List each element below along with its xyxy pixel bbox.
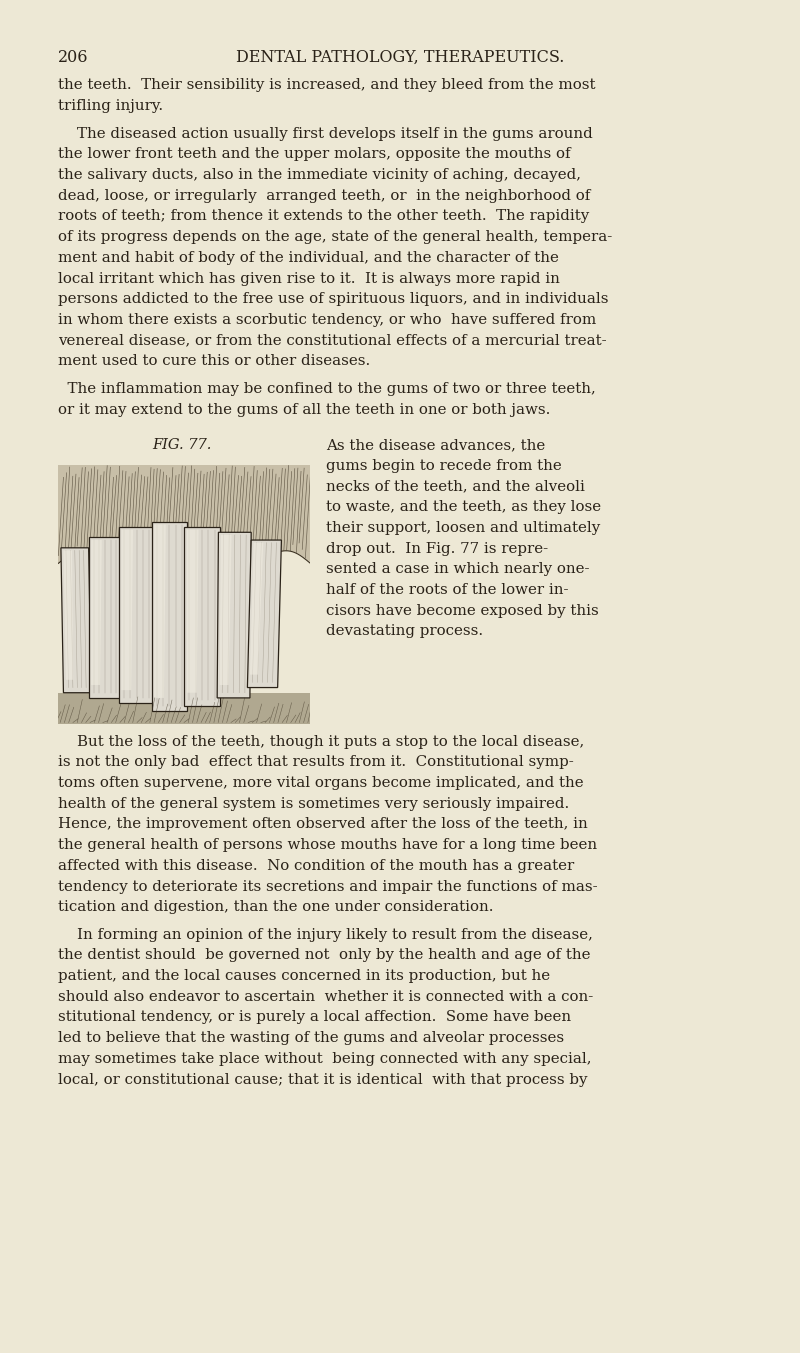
- Text: of its progress depends on the age, state of the general health, tempera-: of its progress depends on the age, stat…: [58, 230, 613, 244]
- Text: tendency to deteriorate its secretions and impair the functions of mas-: tendency to deteriorate its secretions a…: [58, 879, 598, 893]
- Polygon shape: [61, 548, 91, 693]
- Polygon shape: [220, 534, 231, 685]
- Text: the salivary ducts, also in the immediate vicinity of aching, decayed,: the salivary ducts, also in the immediat…: [58, 168, 582, 183]
- Text: the general health of persons whose mouths have for a long time been: the general health of persons whose mout…: [58, 838, 598, 852]
- Text: is not the only bad  effect that results from it.  Constitutional symp-: is not the only bad effect that results …: [58, 755, 574, 770]
- Polygon shape: [217, 532, 251, 698]
- Polygon shape: [247, 540, 282, 687]
- Text: local irritant which has given rise to it.  It is always more rapid in: local irritant which has given rise to i…: [58, 272, 560, 285]
- Text: Hence, the improvement often observed after the loss of the teeth, in: Hence, the improvement often observed af…: [58, 817, 588, 831]
- Polygon shape: [187, 530, 198, 693]
- Polygon shape: [154, 525, 166, 698]
- Text: sented a case in which nearly one-: sented a case in which nearly one-: [326, 563, 590, 576]
- Text: FIG. 77.: FIG. 77.: [153, 438, 212, 452]
- Text: drop out.  In Fig. 77 is repre-: drop out. In Fig. 77 is repre-: [326, 541, 549, 556]
- Polygon shape: [58, 465, 310, 563]
- Text: DENTAL PATHOLOGY, THERAPEUTICS.: DENTAL PATHOLOGY, THERAPEUTICS.: [236, 49, 564, 66]
- Polygon shape: [119, 528, 154, 704]
- Text: As the disease advances, the: As the disease advances, the: [326, 438, 546, 452]
- Text: or it may extend to the gums of all the teeth in one or both jaws.: or it may extend to the gums of all the …: [58, 402, 550, 417]
- Text: toms often supervene, more vital organs become implicated, and the: toms often supervene, more vital organs …: [58, 777, 584, 790]
- Text: local, or constitutional cause; that it is identical  with that process by: local, or constitutional cause; that it …: [58, 1073, 588, 1086]
- Polygon shape: [91, 540, 102, 685]
- Text: may sometimes take place without  being connected with any special,: may sometimes take place without being c…: [58, 1051, 592, 1066]
- Text: cisors have become exposed by this: cisors have become exposed by this: [326, 603, 599, 618]
- Text: In forming an opinion of the injury likely to result from the disease,: In forming an opinion of the injury like…: [58, 928, 594, 942]
- Text: stitutional tendency, or is purely a local affection.  Some have been: stitutional tendency, or is purely a loc…: [58, 1011, 571, 1024]
- Text: ment used to cure this or other diseases.: ment used to cure this or other diseases…: [58, 354, 370, 368]
- Text: venereal disease, or from the constitutional effects of a mercurial treat-: venereal disease, or from the constituti…: [58, 334, 607, 348]
- Text: gums begin to recede from the: gums begin to recede from the: [326, 459, 562, 472]
- Polygon shape: [152, 522, 187, 710]
- Text: trifling injury.: trifling injury.: [58, 99, 163, 114]
- Text: their support, loosen and ultimately: their support, loosen and ultimately: [326, 521, 601, 534]
- Text: should also endeavor to ascertain  whether it is connected with a con-: should also endeavor to ascertain whethe…: [58, 990, 594, 1004]
- Text: the dentist should  be governed not  only by the health and age of the: the dentist should be governed not only …: [58, 948, 591, 962]
- Text: The diseased action usually first develops itself in the gums around: The diseased action usually first develo…: [58, 127, 593, 141]
- Text: devastating process.: devastating process.: [326, 624, 483, 639]
- Text: 206: 206: [58, 49, 89, 66]
- Text: in whom there exists a scorbutic tendency, or who  have suffered from: in whom there exists a scorbutic tendenc…: [58, 313, 597, 327]
- Text: the teeth.  Their sensibility is increased, and they bleed from the most: the teeth. Their sensibility is increase…: [58, 78, 596, 92]
- Polygon shape: [185, 528, 220, 706]
- Polygon shape: [58, 693, 310, 724]
- Text: roots of teeth; from thence it extends to the other teeth.  The rapidity: roots of teeth; from thence it extends t…: [58, 210, 590, 223]
- Text: half of the roots of the lower in-: half of the roots of the lower in-: [326, 583, 569, 597]
- Text: persons addicted to the free use of spirituous liquors, and in individuals: persons addicted to the free use of spir…: [58, 292, 609, 306]
- Polygon shape: [250, 543, 263, 675]
- Text: led to believe that the wasting of the gums and alveolar processes: led to believe that the wasting of the g…: [58, 1031, 565, 1045]
- Text: to waste, and the teeth, as they lose: to waste, and the teeth, as they lose: [326, 501, 602, 514]
- Text: But the loss of the teeth, though it puts a stop to the local disease,: But the loss of the teeth, though it put…: [58, 735, 585, 748]
- Text: patient, and the local causes concerned in its production, but he: patient, and the local causes concerned …: [58, 969, 550, 984]
- Polygon shape: [63, 551, 73, 679]
- Text: dead, loose, or irregularly  arranged teeth, or  in the neighborhood of: dead, loose, or irregularly arranged tee…: [58, 189, 590, 203]
- Text: the lower front teeth and the upper molars, opposite the mouths of: the lower front teeth and the upper mola…: [58, 147, 571, 161]
- Text: health of the general system is sometimes very seriously impaired.: health of the general system is sometime…: [58, 797, 570, 810]
- Text: ment and habit of body of the individual, and the character of the: ment and habit of body of the individual…: [58, 250, 559, 265]
- Text: tication and digestion, than the one under consideration.: tication and digestion, than the one und…: [58, 900, 494, 915]
- Polygon shape: [122, 530, 133, 690]
- Text: necks of the teeth, and the alveoli: necks of the teeth, and the alveoli: [326, 479, 586, 494]
- Text: The inflammation may be confined to the gums of two or three teeth,: The inflammation may be confined to the …: [58, 382, 596, 396]
- Polygon shape: [89, 537, 122, 698]
- Text: affected with this disease.  No condition of the mouth has a greater: affected with this disease. No condition…: [58, 859, 574, 873]
